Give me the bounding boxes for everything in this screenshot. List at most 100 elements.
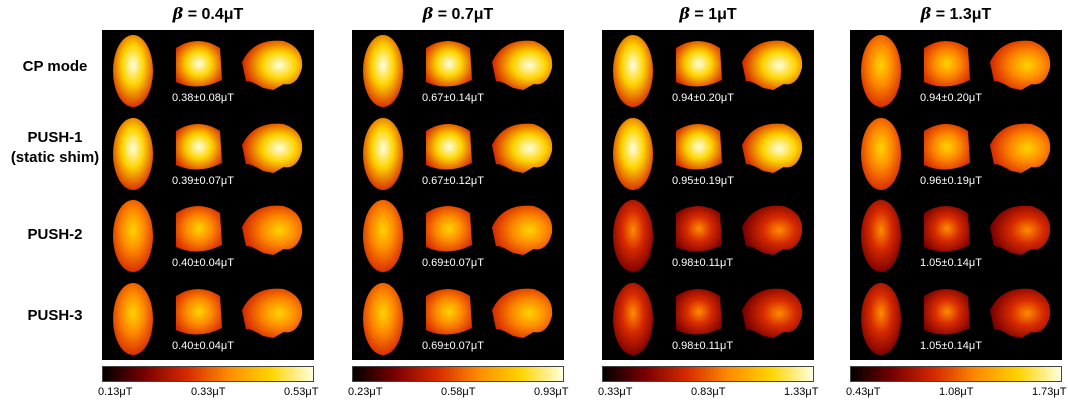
panel-row: 0.69±0.07μT [352, 278, 564, 360]
panel-row: 0.94±0.20μT [850, 30, 1062, 112]
sagittal-slice-image [742, 123, 803, 173]
axial-slice-image [363, 283, 403, 355]
coronal-slice-image [676, 289, 722, 335]
sagittal-slice-image [990, 205, 1051, 255]
coronal-slice-image [676, 124, 722, 170]
image-panel: 0.94±0.20μT 0.96±0.19μT 1.05±0.14μT 1.05±0.… [850, 30, 1062, 360]
coronal-slice-image [176, 289, 222, 335]
panel-row: 0.69±0.07μT [352, 195, 564, 277]
sagittal-slice-image [492, 205, 553, 255]
axial-slice-image [861, 283, 901, 355]
sagittal-slice-image [990, 123, 1051, 173]
coronal-slice-image [924, 289, 970, 335]
image-panel: 0.38±0.08μT 0.39±0.07μT 0.40±0.04μT 0.40±0.… [102, 30, 314, 360]
panel-row: 0.98±0.11μT [602, 278, 814, 360]
colorbar-tick-label: 0.83μT [691, 386, 726, 398]
sagittal-slice-image [492, 40, 553, 90]
panel-title: β = 1μT [602, 4, 814, 24]
mean-std-label: 0.69±0.07μT [422, 340, 484, 352]
panel-row: 0.38±0.08μT [102, 30, 314, 112]
axial-slice-image [613, 200, 653, 272]
panel-row: 0.96±0.19μT [850, 113, 1062, 195]
axial-slice-image [113, 35, 153, 107]
beta-symbol: β [679, 4, 690, 23]
sagittal-slice-image [242, 40, 303, 90]
axial-slice-image [363, 200, 403, 272]
sagittal-slice-image [492, 123, 553, 173]
panel-title-value: = 1.3μT [931, 6, 992, 23]
panel-row: 0.98±0.11μT [602, 195, 814, 277]
beta-symbol: β [920, 4, 932, 23]
axial-slice-image [861, 35, 901, 107]
colorbar-tick-label: 0.58μT [441, 386, 476, 398]
colorbar-tick-label: 0.13μT [98, 386, 133, 398]
colorbar-tick-label: 0.23μT [348, 386, 383, 398]
colorbar-tick-label: 1.08μT [939, 386, 974, 398]
panel-row: 0.39±0.07μT [102, 113, 314, 195]
sagittal-slice-image [242, 205, 303, 255]
panel-row: 0.67±0.12μT [352, 113, 564, 195]
sagittal-slice-image [990, 40, 1051, 90]
sagittal-slice-image [242, 123, 303, 173]
colorbar-tick-label: 1.73μT [1032, 386, 1067, 398]
panel-row: 0.40±0.04μT [102, 195, 314, 277]
mean-std-label: 0.40±0.04μT [172, 257, 234, 269]
axial-slice-image [113, 200, 153, 272]
panel-title-value: = 0.7μT [433, 6, 494, 23]
colorbar-tick-label: 0.33μT [191, 386, 226, 398]
image-panel: 0.94±0.20μT 0.95±0.19μT 0.98±0.11μT 0.98±0.… [602, 30, 814, 360]
axial-slice-image [113, 118, 153, 190]
coronal-slice-image [426, 289, 472, 335]
colorbar-tick-label: 0.53μT [284, 386, 319, 398]
beta-symbol: β [172, 4, 184, 23]
colorbar-tick-label: 0.93μT [534, 386, 569, 398]
axial-slice-image [613, 283, 653, 355]
sagittal-slice-image [242, 288, 303, 338]
coronal-slice-image [426, 206, 472, 252]
coronal-slice-image [676, 206, 722, 252]
row-label-push-2: PUSH-2 [27, 226, 83, 243]
mean-std-label: 0.67±0.12μT [422, 175, 484, 187]
mean-std-label: 0.69±0.07μT [422, 257, 484, 269]
sagittal-slice-image [742, 40, 803, 90]
panel-row: 0.94±0.20μT [602, 30, 814, 112]
panel-row: 1.05±0.14μT [850, 278, 1062, 360]
row-label-push-3: PUSH-3 [27, 307, 83, 324]
mean-std-label: 1.05±0.14μT [920, 257, 982, 269]
mean-std-label: 0.40±0.04μT [172, 340, 234, 352]
image-panel: 0.67±0.14μT 0.67±0.12μT 0.69±0.07μT 0.69±0.… [352, 30, 564, 360]
colorbar [602, 366, 814, 382]
panel-title: β = 1.3μT [850, 4, 1062, 24]
colorbar-tick-label: 0.33μT [598, 386, 633, 398]
colorbar [352, 366, 564, 382]
sagittal-slice-image [742, 288, 803, 338]
axial-slice-image [613, 118, 653, 190]
coronal-slice-image [176, 41, 222, 87]
coronal-slice-image [176, 206, 222, 252]
panel-title-value: = 0.4μT [183, 6, 244, 23]
mean-std-label: 1.05±0.14μT [920, 340, 982, 352]
mean-std-label: 0.96±0.19μT [920, 175, 982, 187]
mean-std-label: 0.67±0.14μT [422, 92, 484, 104]
panel-row: 0.95±0.19μT [602, 113, 814, 195]
beta-symbol: β [422, 4, 434, 23]
coronal-slice-image [924, 206, 970, 252]
axial-slice-image [861, 118, 901, 190]
colorbar [102, 366, 314, 382]
coronal-slice-image [176, 124, 222, 170]
panel-title-value: = 1μT [689, 6, 737, 23]
row-label-cp-mode: CP mode [22, 58, 88, 75]
mean-std-label: 0.98±0.11μT [672, 340, 734, 352]
panel-row: 1.05±0.14μT [850, 195, 1062, 277]
mean-std-label: 0.98±0.11μT [672, 257, 734, 269]
mean-std-label: 0.94±0.20μT [672, 92, 734, 104]
axial-slice-image [363, 35, 403, 107]
axial-slice-image [861, 200, 901, 272]
panel-title: β = 0.7μT [352, 4, 564, 24]
row-label-push-1: PUSH-1 (static shim) [10, 129, 100, 166]
panel-row: 0.40±0.04μT [102, 278, 314, 360]
coronal-slice-image [426, 41, 472, 87]
coronal-slice-image [676, 41, 722, 87]
sagittal-slice-image [742, 205, 803, 255]
axial-slice-image [113, 283, 153, 355]
